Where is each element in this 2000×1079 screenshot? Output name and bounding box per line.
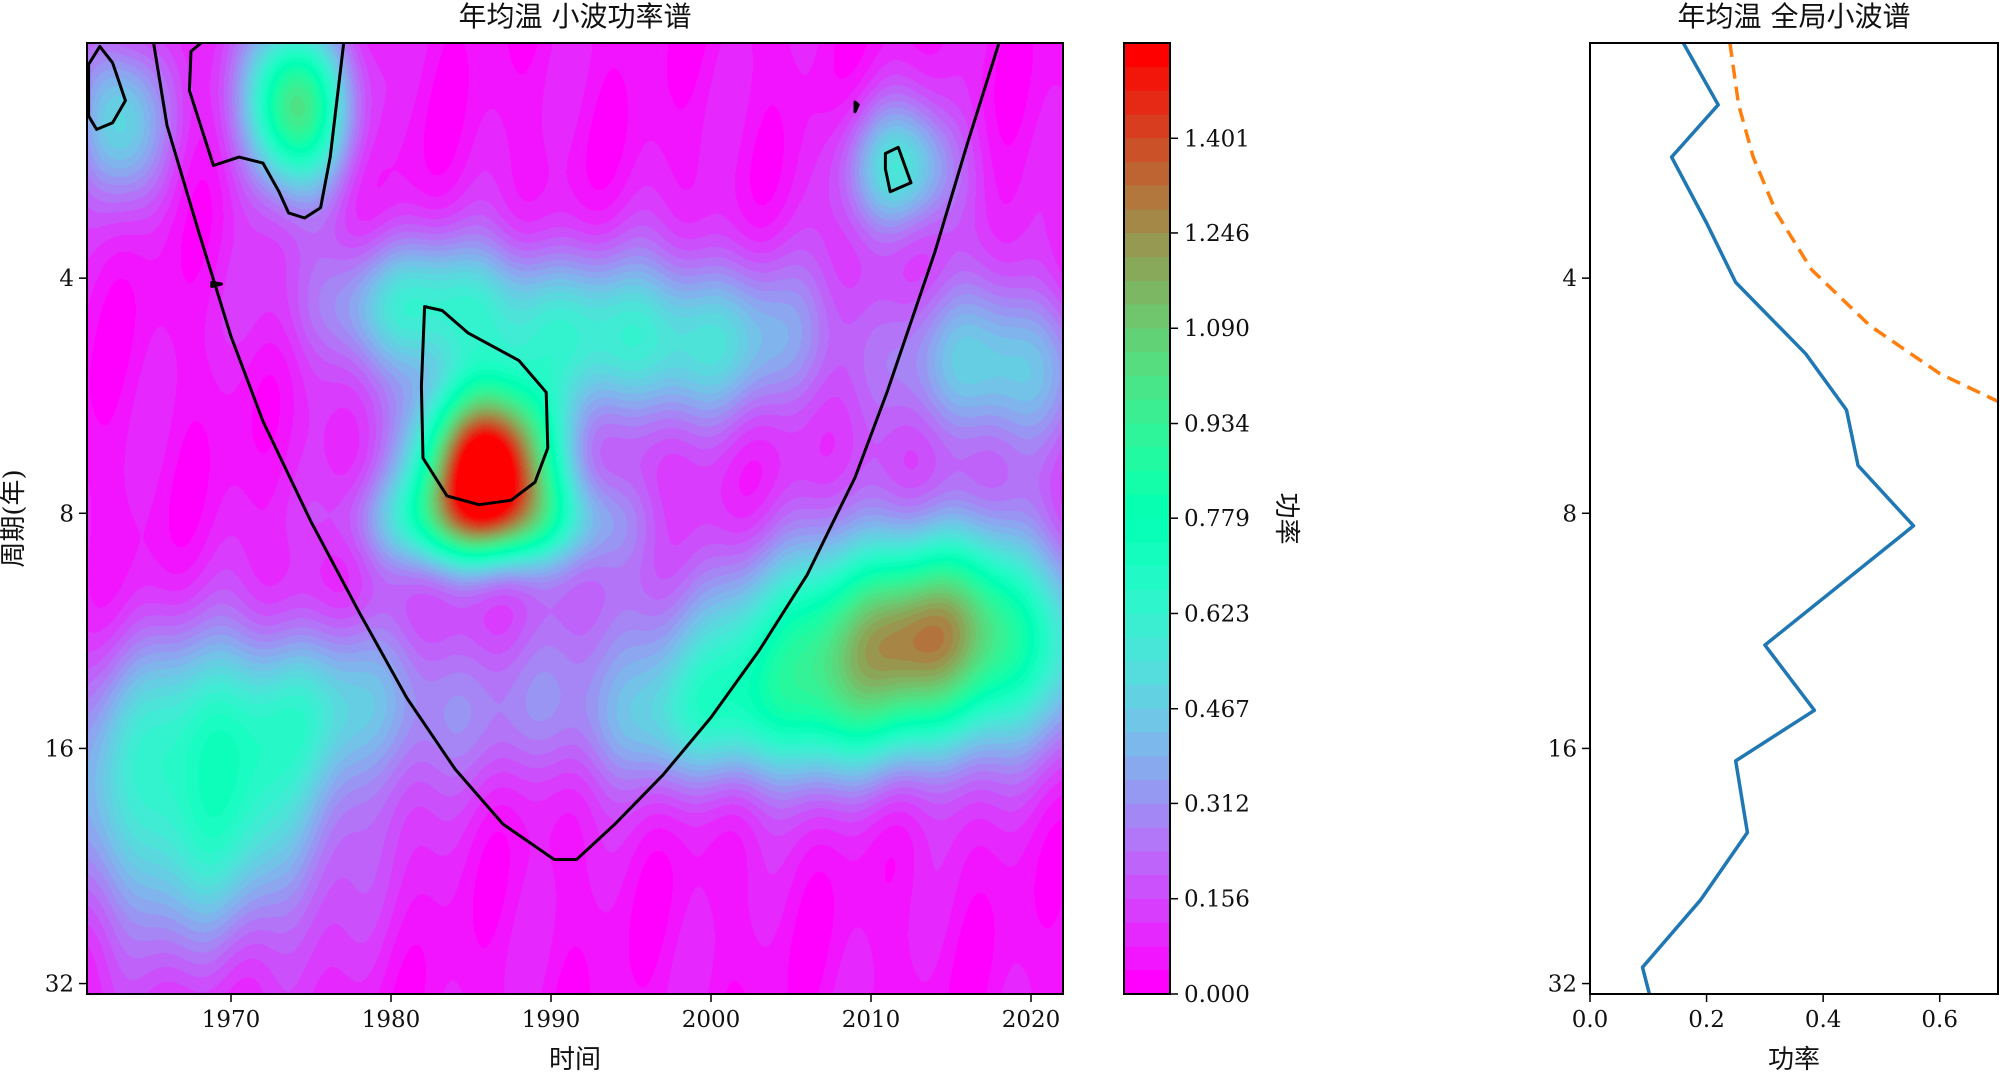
colorbar-tick-label: 1.401 [1184,126,1250,152]
right-y-tick-label: 32 [1548,972,1577,998]
colorbar-tick-label: 0.312 [1184,791,1250,817]
colorbar-tick-label: 1.246 [1184,221,1250,247]
global-spectrum-panel: 0.0 0.2 0.4 0.6 4 8 16 32 年均温 全局小波谱 功率 [1548,0,2000,1075]
right-x-axis-label: 功率 [1768,1045,1820,1075]
left-y-tick-label: 8 [59,501,74,527]
colorbar-tick-label: 0.467 [1184,697,1250,723]
wavelet-power-heatmap [87,43,1063,994]
left-x-tick-label: 1970 [202,1007,261,1033]
right-x-tick-label: 0.6 [1921,1007,1958,1033]
colorbar-tick-label: 0.000 [1184,982,1250,1008]
global-spectrum-line [1643,43,1914,1024]
right-y-tick-label: 8 [1562,501,1577,527]
right-chart-title: 年均温 全局小波谱 [1678,0,1911,33]
global-spectrum-lines [1643,43,2000,1024]
colorbar-gradient [1124,43,1170,994]
left-y-tick-label: 4 [59,266,74,292]
wavelet-power-panel: 1970 1980 1990 2000 2010 2020 4 8 16 32 年均温 小波功率… [0,0,1063,1075]
right-plot-frame [1590,43,1998,994]
left-y-ticks: 4 8 16 32 [45,266,87,997]
right-y-tick-label: 16 [1548,736,1577,762]
left-y-tick-label: 32 [45,972,74,998]
colorbar-ticks: 0.000 0.156 0.312 0.467 0.623 0.779 0.934 1.090… [1170,126,1250,1008]
colorbar-tick-label: 0.934 [1184,412,1250,438]
colorbar-label: 功率 [1271,492,1301,544]
left-x-ticks: 1970 1980 1990 2000 2010 2020 [202,994,1061,1033]
left-chart-title: 年均温 小波功率谱 [459,0,692,33]
colorbar: 0.000 0.156 0.312 0.467 0.623 0.779 0.934 1.090… [1124,43,1301,1008]
colorbar-tick-label: 0.623 [1184,601,1250,627]
left-x-tick-label: 2000 [682,1007,741,1033]
left-x-tick-label: 1990 [522,1007,581,1033]
significance-line [1730,43,2000,404]
colorbar-tick-label: 0.779 [1184,506,1250,532]
left-x-tick-label: 1980 [362,1007,421,1033]
heatmap-canvas-holder [87,43,1063,994]
colorbar-tick-label: 1.090 [1184,316,1250,342]
left-x-axis-label: 时间 [549,1045,601,1075]
right-x-tick-label: 0.4 [1805,1007,1842,1033]
right-x-ticks: 0.0 0.2 0.4 0.6 [1572,994,1958,1033]
left-x-tick-label: 2010 [842,1007,901,1033]
right-x-tick-label: 0.2 [1688,1007,1725,1033]
right-y-tick-label: 4 [1562,266,1577,292]
left-y-axis-label: 周期(年) [0,469,29,567]
left-y-tick-label: 16 [45,736,74,762]
colorbar-tick-label: 0.156 [1184,887,1250,913]
right-x-tick-label: 0.0 [1572,1007,1609,1033]
left-x-tick-label: 2020 [1002,1007,1061,1033]
right-y-ticks: 4 8 16 32 [1548,266,1590,997]
